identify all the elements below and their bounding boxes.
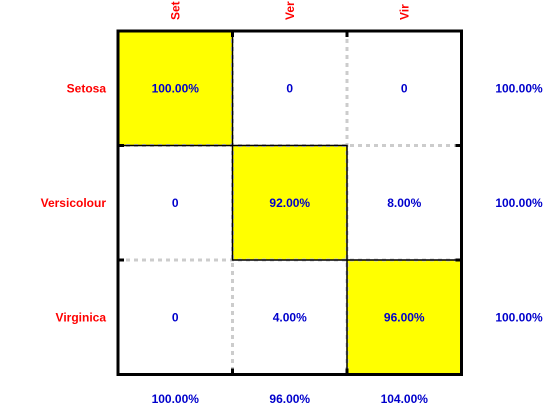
column-label: Ver bbox=[283, 1, 297, 20]
row-label: Setosa bbox=[67, 81, 107, 95]
cell-value: 96.00% bbox=[384, 310, 425, 324]
cell-value: 0 bbox=[172, 310, 179, 324]
column-label: Set bbox=[168, 1, 182, 20]
highlight-cell bbox=[232, 145, 348, 261]
row-total: 100.00% bbox=[495, 81, 543, 95]
column-total: 100.00% bbox=[152, 392, 200, 406]
row-label: Virginica bbox=[56, 310, 107, 324]
column-total: 104.00% bbox=[381, 392, 429, 406]
row-label: Versicolour bbox=[41, 196, 107, 210]
highlight-cell-border bbox=[231, 144, 348, 261]
cell-value: 0 bbox=[286, 81, 293, 95]
row-total: 100.00% bbox=[495, 310, 543, 324]
cell-value: 100.00% bbox=[152, 81, 200, 95]
cell-value: 0 bbox=[172, 196, 179, 210]
row-total: 100.00% bbox=[495, 196, 543, 210]
matrix-border bbox=[116, 29, 463, 376]
cell-value: 4.00% bbox=[273, 310, 307, 324]
column-total: 96.00% bbox=[269, 392, 310, 406]
cell-value: 8.00% bbox=[387, 196, 421, 210]
column-label: Vir bbox=[397, 4, 411, 20]
cell-value: 92.00% bbox=[269, 196, 310, 210]
cell-value: 0 bbox=[401, 81, 408, 95]
highlight-cell bbox=[117, 30, 233, 146]
